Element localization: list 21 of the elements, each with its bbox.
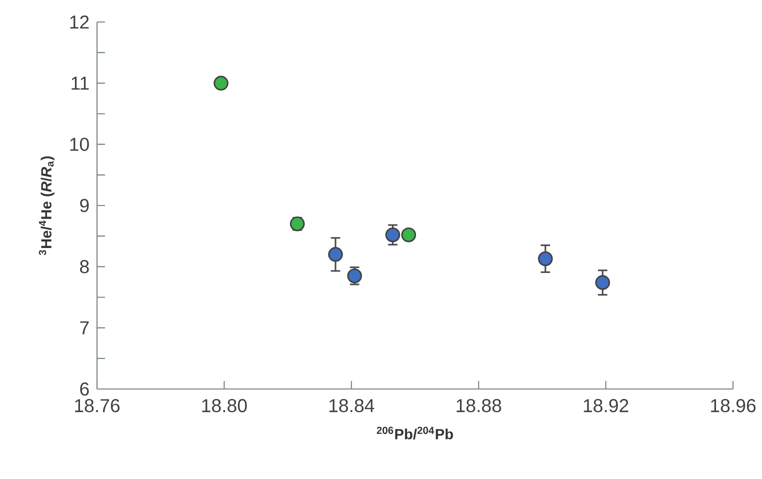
y-tick-label: 12: [70, 15, 89, 29]
y-tick-label: 10: [70, 138, 89, 151]
x-tick-label: 18.76: [75, 399, 120, 412]
x-axis-title: $^{206}$Pb/$^{204}$Pb: [376, 426, 453, 440]
point: [401, 227, 416, 242]
x-tick-label: 18.80: [202, 399, 247, 412]
point: [214, 76, 228, 91]
y-tick-label: 8: [80, 260, 89, 274]
x-tick-label: 18.88: [456, 399, 502, 412]
x-tick-label: 18.84: [329, 399, 374, 412]
text: $^{3}$He/$^{4}$He (R/R$_{a}$): [38, 156, 54, 256]
x-tick-label: 18.96: [711, 399, 756, 412]
y-tick-label: 6: [80, 382, 89, 396]
y-tick-label: 11: [72, 76, 89, 90]
y-tick-label: 9: [80, 198, 89, 212]
point: [328, 247, 343, 262]
point: [595, 275, 610, 290]
point: [385, 227, 400, 242]
x-tick-label: 18.92: [584, 399, 628, 412]
y-tick-label: 7: [80, 321, 89, 334]
point: [538, 251, 553, 266]
